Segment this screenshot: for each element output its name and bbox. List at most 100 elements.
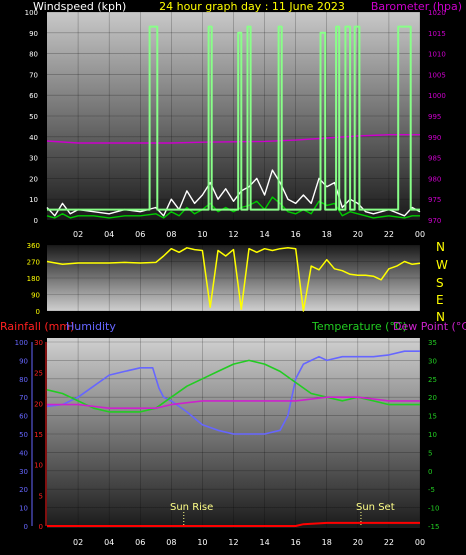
wind-x-tick-label: 04 bbox=[104, 230, 114, 239]
temp-tick-label: 30 bbox=[428, 357, 437, 365]
direction-line bbox=[46, 247, 421, 312]
temp-x-tick-label: 18 bbox=[322, 538, 332, 547]
temp-x-tick-label: 22 bbox=[384, 538, 394, 547]
direction-plot-area bbox=[47, 245, 420, 311]
humidity-tick-label: 50 bbox=[19, 431, 28, 439]
rain-tick-label: 5 bbox=[39, 492, 43, 500]
sunrise-label: Sun Rise bbox=[170, 502, 213, 513]
rain-tick-label: 25 bbox=[34, 370, 43, 378]
wind-max-line bbox=[47, 25, 420, 211]
temp-tick-label: 15 bbox=[428, 413, 437, 421]
wind-tick-label: 60 bbox=[29, 92, 38, 100]
temperature-axis-title: Temperature (°C) bbox=[311, 320, 407, 333]
temp-tick-label: 25 bbox=[428, 376, 437, 384]
baro-tick-label: 1020 bbox=[428, 9, 446, 17]
baro-tick-label: 1010 bbox=[428, 51, 446, 59]
wind-tick-label: 80 bbox=[29, 51, 38, 59]
baro-tick-label: 985 bbox=[428, 155, 441, 163]
wind-tick-label: 70 bbox=[29, 71, 38, 79]
humidity-tick-label: 30 bbox=[19, 468, 28, 476]
baro-tick-label: 990 bbox=[428, 134, 441, 142]
temp-x-tick-label: 04 bbox=[104, 538, 114, 547]
wind-x-tick-label: 06 bbox=[135, 230, 145, 239]
direction-tick-label: 90 bbox=[31, 292, 40, 300]
wind-axis-title: Windspeed (kph) bbox=[33, 0, 126, 13]
temp-x-tick-label: 10 bbox=[197, 538, 207, 547]
rain-tick-label: 30 bbox=[34, 339, 43, 347]
temp-tick-label: 20 bbox=[428, 394, 437, 402]
baro-tick-label: 995 bbox=[428, 113, 441, 121]
wind-tick-label: 20 bbox=[29, 175, 38, 183]
wind-x-tick-label: 16 bbox=[291, 230, 301, 239]
humidity-tick-label: 20 bbox=[19, 486, 28, 494]
wind-x-tick-label: 08 bbox=[166, 230, 176, 239]
dewpoint-line bbox=[47, 396, 420, 409]
rain-axis-title: Rainfall (mm) bbox=[0, 320, 74, 333]
wind-x-tick-label: 12 bbox=[228, 230, 238, 239]
rain-tick-label: 15 bbox=[34, 431, 43, 439]
compass-w: W bbox=[436, 258, 448, 272]
temp-x-tick-label: 16 bbox=[291, 538, 301, 547]
temp-x-tick-label: 14 bbox=[259, 538, 269, 547]
humidity-tick-label: 0 bbox=[24, 523, 28, 531]
temp-x-tick-label: 02 bbox=[73, 538, 83, 547]
baro-tick-label: 1005 bbox=[428, 71, 446, 79]
humidity-tick-label: 80 bbox=[19, 376, 28, 384]
dewpoint-axis-title: Dew Point (°C) bbox=[393, 320, 466, 333]
wind-tick-label: 10 bbox=[29, 196, 38, 204]
wind-x-tick-label: 14 bbox=[259, 230, 269, 239]
wind-tick-label: 100 bbox=[25, 9, 38, 17]
temp-x-tick-label: 08 bbox=[166, 538, 176, 547]
compass-s: S bbox=[436, 276, 444, 290]
temp-x-tick-label: 00 bbox=[415, 538, 425, 547]
humidity-tick-label: 40 bbox=[19, 449, 28, 457]
wind-tick-label: 40 bbox=[29, 134, 38, 142]
direction-tick-label: 360 bbox=[27, 242, 40, 250]
temp-tick-label: 5 bbox=[428, 449, 432, 457]
wind-tick-label: 30 bbox=[29, 155, 38, 163]
baro-axis-title: Barometer (hpa) bbox=[371, 0, 462, 13]
barometer-line bbox=[46, 134, 420, 144]
wind-plot-area bbox=[47, 12, 420, 220]
baro-tick-label: 980 bbox=[428, 175, 441, 183]
humidity-tick-label: 10 bbox=[19, 505, 28, 513]
temp-plot-area bbox=[47, 338, 420, 528]
compass-n-bottom: N bbox=[436, 310, 445, 324]
baro-tick-label: 1000 bbox=[428, 92, 446, 100]
temp-x-tick-label: 20 bbox=[353, 538, 363, 547]
wind-x-tick-label: 02 bbox=[73, 230, 83, 239]
temp-tick-label: -10 bbox=[428, 505, 439, 513]
temp-x-tick-label: 06 bbox=[135, 538, 145, 547]
temp-tick-label: -5 bbox=[428, 486, 435, 494]
wind-tick-label: 50 bbox=[29, 113, 38, 121]
temp-x-tick-label: 12 bbox=[228, 538, 238, 547]
wind-tick-label: 90 bbox=[29, 30, 38, 38]
wind-x-tick-label: 22 bbox=[384, 230, 394, 239]
compass-e: E bbox=[436, 293, 444, 307]
humidity-axis-title: Humidity bbox=[66, 320, 116, 333]
sunset-label: Sun Set bbox=[356, 502, 395, 513]
direction-tick-label: 270 bbox=[27, 259, 40, 267]
baro-tick-label: 970 bbox=[428, 217, 441, 225]
wind-tick-label: 0 bbox=[34, 217, 38, 225]
compass-n-top: N bbox=[436, 240, 445, 254]
humidity-tick-label: 60 bbox=[19, 413, 28, 421]
humidity-tick-label: 90 bbox=[19, 357, 28, 365]
rainfall-line bbox=[47, 521, 420, 527]
wind-x-tick-label: 18 bbox=[322, 230, 332, 239]
humidity-tick-label: 100 bbox=[15, 339, 28, 347]
direction-tick-label: 180 bbox=[27, 275, 40, 283]
temp-tick-label: 35 bbox=[428, 339, 437, 347]
rain-tick-label: 20 bbox=[34, 400, 43, 408]
wind-x-tick-label: 00 bbox=[415, 230, 425, 239]
humidity-tick-label: 70 bbox=[19, 394, 28, 402]
chart-title: 24 hour graph day : 11 June 2023 bbox=[159, 0, 345, 13]
rain-tick-label: 0 bbox=[39, 523, 43, 531]
humidity-line bbox=[46, 350, 420, 435]
baro-tick-label: 1015 bbox=[428, 30, 446, 38]
baro-tick-label: 975 bbox=[428, 196, 441, 204]
temp-tick-label: 10 bbox=[428, 431, 437, 439]
wind-x-tick-label: 10 bbox=[197, 230, 207, 239]
wind-avg-line bbox=[46, 196, 420, 219]
